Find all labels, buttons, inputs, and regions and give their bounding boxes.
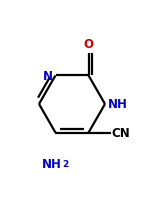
Text: N: N xyxy=(42,69,52,82)
Text: NH: NH xyxy=(108,98,128,111)
Text: CN: CN xyxy=(111,126,130,139)
Text: 2: 2 xyxy=(62,159,69,168)
Text: NH: NH xyxy=(41,157,61,170)
Text: O: O xyxy=(83,38,93,51)
